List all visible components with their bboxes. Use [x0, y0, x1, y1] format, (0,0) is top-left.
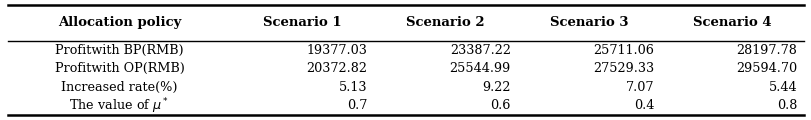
Text: Scenario 2: Scenario 2 [406, 16, 484, 29]
Text: The value of $\mu^*$: The value of $\mu^*$ [70, 96, 169, 116]
Text: Increased rate(%): Increased rate(%) [61, 81, 178, 94]
Text: 5.13: 5.13 [339, 81, 367, 94]
Text: Profitwith OP(RMB): Profitwith OP(RMB) [54, 62, 184, 75]
Text: Scenario 4: Scenario 4 [692, 16, 770, 29]
Text: 0.7: 0.7 [347, 99, 367, 112]
Text: 25544.99: 25544.99 [449, 62, 510, 75]
Text: Allocation policy: Allocation policy [58, 16, 181, 29]
Text: 5.44: 5.44 [768, 81, 796, 94]
Text: 0.4: 0.4 [633, 99, 654, 112]
Text: Scenario 3: Scenario 3 [549, 16, 628, 29]
Text: 25711.06: 25711.06 [593, 44, 654, 57]
Text: Scenario 1: Scenario 1 [263, 16, 341, 29]
Text: 7.07: 7.07 [625, 81, 654, 94]
Text: Profitwith BP(RMB): Profitwith BP(RMB) [55, 44, 183, 57]
Text: 27529.33: 27529.33 [592, 62, 654, 75]
Text: 0.6: 0.6 [490, 99, 510, 112]
Text: 0.8: 0.8 [776, 99, 796, 112]
Text: 19377.03: 19377.03 [307, 44, 367, 57]
Text: 29594.70: 29594.70 [736, 62, 796, 75]
Text: 28197.78: 28197.78 [736, 44, 796, 57]
Text: 9.22: 9.22 [482, 81, 510, 94]
Text: 20372.82: 20372.82 [307, 62, 367, 75]
Text: 23387.22: 23387.22 [449, 44, 510, 57]
